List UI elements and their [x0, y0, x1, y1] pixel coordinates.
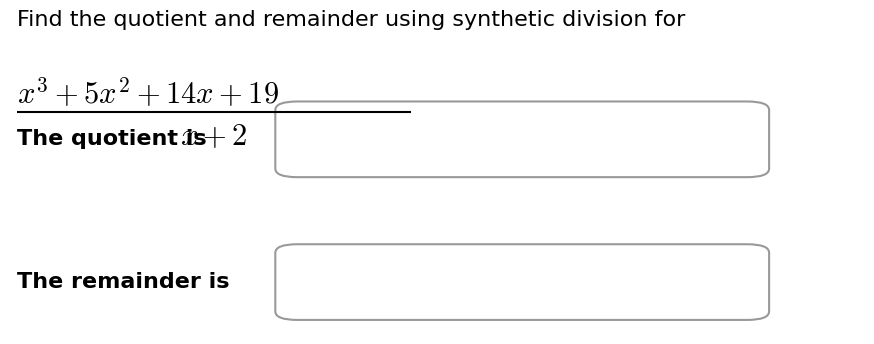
- Text: $x + 2$: $x + 2$: [180, 122, 248, 151]
- Text: Find the quotient and remainder using synthetic division for: Find the quotient and remainder using sy…: [17, 10, 686, 30]
- Text: $x^3 + 5x^2 + 14x + 19$: $x^3 + 5x^2 + 14x + 19$: [17, 76, 280, 109]
- FancyBboxPatch shape: [275, 101, 769, 177]
- Text: The remainder is: The remainder is: [17, 272, 230, 292]
- Text: The quotient is: The quotient is: [17, 129, 207, 149]
- FancyBboxPatch shape: [275, 244, 769, 320]
